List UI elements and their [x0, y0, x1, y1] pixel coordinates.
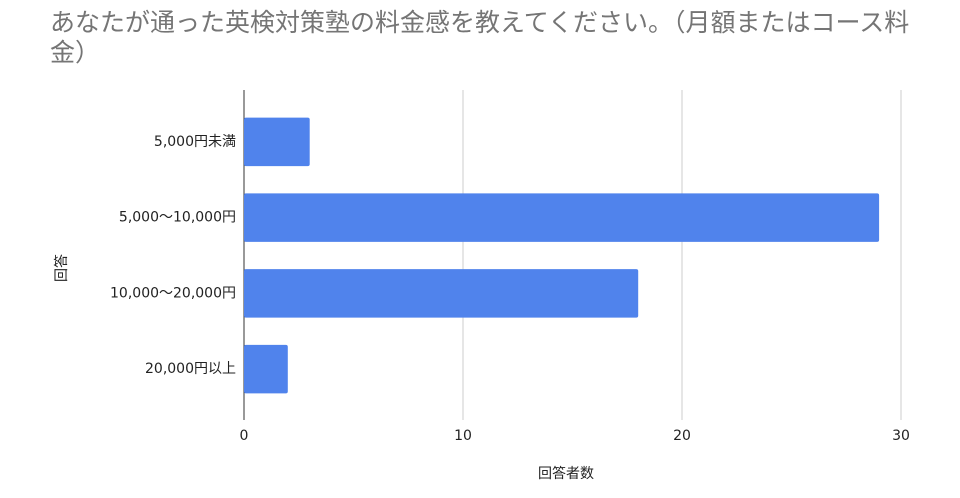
- chart-title: あなたが通った英検対策塾の料金感を教えてください。（月額またはコース料金）: [50, 8, 910, 67]
- x-tick-label: 20: [673, 428, 691, 444]
- x-tick-label: 10: [454, 428, 472, 444]
- y-tick-label: 5,000〜10,000円: [119, 210, 236, 226]
- bar: [244, 269, 639, 318]
- x-axis-label: 回答者数: [538, 465, 594, 482]
- y-tick-label: 5,000円未満: [154, 134, 236, 150]
- x-tick-label: 0: [240, 428, 249, 444]
- y-tick-label: 20,000円以上: [145, 361, 236, 377]
- y-tick-label: 10,000〜20,000円: [110, 285, 236, 301]
- bar: [244, 117, 310, 167]
- bar: [244, 344, 288, 394]
- x-tick-label: 30: [892, 428, 910, 444]
- bar: [244, 193, 880, 242]
- y-axis-label: 回答: [53, 254, 70, 282]
